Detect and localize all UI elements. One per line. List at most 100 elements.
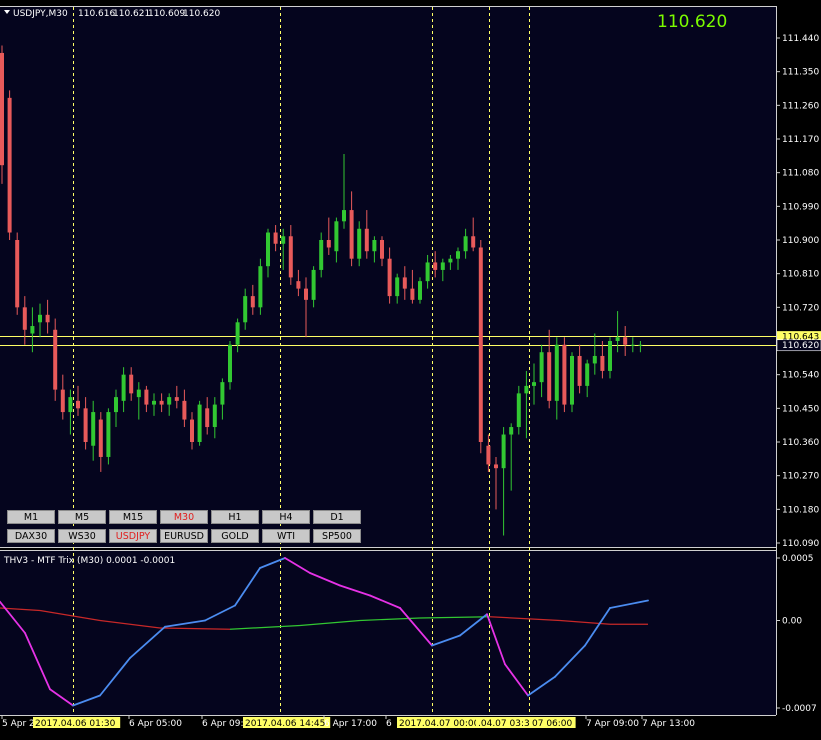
candle[interactable] xyxy=(486,434,491,472)
timeframe-button-h4[interactable]: H4 xyxy=(262,510,310,524)
candle[interactable] xyxy=(524,370,529,439)
candle[interactable] xyxy=(425,254,430,289)
timeframe-button-h1[interactable]: H1 xyxy=(211,510,259,524)
candle[interactable] xyxy=(30,307,35,353)
symbol-button-ws30[interactable]: WS30 xyxy=(58,529,106,543)
candle[interactable] xyxy=(456,247,460,270)
header-dropdown-icon[interactable] xyxy=(4,10,10,14)
candle[interactable] xyxy=(76,385,80,416)
candle[interactable] xyxy=(532,363,536,405)
candle[interactable] xyxy=(53,318,58,401)
candle[interactable] xyxy=(372,236,377,263)
symbol-button-eurusd[interactable]: EURUSD xyxy=(160,529,208,543)
candle[interactable] xyxy=(592,333,597,375)
candle[interactable] xyxy=(570,352,574,413)
timeframe-button-m30[interactable]: M30 xyxy=(160,510,208,524)
candle[interactable] xyxy=(387,247,392,304)
candle[interactable] xyxy=(448,254,453,270)
candle[interactable] xyxy=(45,299,50,334)
candle[interactable] xyxy=(623,326,628,356)
candle[interactable] xyxy=(152,393,156,416)
candle[interactable] xyxy=(357,221,362,267)
candle[interactable] xyxy=(615,311,620,353)
candle[interactable] xyxy=(212,397,217,439)
candle[interactable] xyxy=(114,389,118,428)
candle[interactable] xyxy=(281,228,286,270)
candle[interactable] xyxy=(463,228,468,259)
candle[interactable] xyxy=(516,385,521,435)
candle[interactable] xyxy=(577,344,582,394)
candle[interactable] xyxy=(418,277,422,304)
candle[interactable] xyxy=(494,456,498,510)
candle[interactable] xyxy=(250,284,255,315)
candle[interactable] xyxy=(106,408,111,465)
candle[interactable] xyxy=(129,367,134,401)
candle[interactable] xyxy=(288,225,293,285)
timeframe-button-d1[interactable]: D1 xyxy=(313,510,361,524)
symbol-button-gold[interactable]: GOLD xyxy=(211,529,259,543)
candle[interactable] xyxy=(38,303,42,338)
candle[interactable] xyxy=(395,273,400,304)
candle[interactable] xyxy=(243,288,248,330)
candle[interactable] xyxy=(91,400,96,461)
candle[interactable] xyxy=(83,397,88,450)
candle[interactable] xyxy=(319,232,324,278)
candle[interactable] xyxy=(273,225,278,252)
candle[interactable] xyxy=(638,341,643,353)
candle[interactable] xyxy=(585,359,590,398)
timeframe-button-m1[interactable]: M1 xyxy=(7,510,55,524)
candle[interactable] xyxy=(547,329,552,409)
candle[interactable] xyxy=(539,344,544,398)
candle[interactable] xyxy=(600,341,605,379)
candle[interactable] xyxy=(501,427,506,536)
candle[interactable] xyxy=(334,217,339,263)
candle[interactable] xyxy=(471,217,476,252)
candle[interactable] xyxy=(174,385,179,409)
candle[interactable] xyxy=(136,382,141,420)
candle[interactable] xyxy=(205,397,210,435)
candle[interactable] xyxy=(197,400,202,446)
symbol-button-sp500[interactable]: SP500 xyxy=(313,529,361,543)
candle[interactable] xyxy=(60,374,65,420)
candle[interactable] xyxy=(311,266,316,308)
candle[interactable] xyxy=(342,153,346,229)
candle[interactable] xyxy=(22,296,27,345)
candle[interactable] xyxy=(380,236,384,267)
candle[interactable] xyxy=(0,45,4,184)
candle[interactable] xyxy=(364,210,369,259)
candle[interactable] xyxy=(296,269,301,297)
candle[interactable] xyxy=(220,378,225,420)
timeframe-button-m5[interactable]: M5 xyxy=(58,510,106,524)
candle[interactable] xyxy=(182,389,187,428)
symbol-button-usdjpy[interactable]: USDJPY xyxy=(109,529,157,543)
symbol-button-wti[interactable]: WTI xyxy=(262,529,310,543)
candle[interactable] xyxy=(554,337,559,420)
candle[interactable] xyxy=(68,389,73,435)
candle[interactable] xyxy=(509,423,514,491)
candle[interactable] xyxy=(562,337,567,413)
candle[interactable] xyxy=(235,318,240,353)
candle[interactable] xyxy=(7,90,12,240)
candle[interactable] xyxy=(608,337,612,379)
candle[interactable] xyxy=(266,228,270,278)
candle[interactable] xyxy=(228,341,232,390)
candle[interactable] xyxy=(326,217,331,255)
candle[interactable] xyxy=(478,240,483,454)
timeframe-button-m15[interactable]: M15 xyxy=(109,510,157,524)
candle[interactable] xyxy=(630,337,635,353)
candle[interactable] xyxy=(402,266,407,300)
candle[interactable] xyxy=(144,385,149,413)
candle[interactable] xyxy=(98,412,103,472)
candle[interactable] xyxy=(349,191,354,267)
candle[interactable] xyxy=(433,251,438,278)
candle[interactable] xyxy=(410,269,415,304)
symbol-button-dax30[interactable]: DAX30 xyxy=(7,529,55,543)
candle[interactable] xyxy=(159,393,164,413)
candle[interactable] xyxy=(258,258,263,315)
candle[interactable] xyxy=(15,232,20,315)
candle[interactable] xyxy=(440,258,445,282)
candle[interactable] xyxy=(167,393,172,416)
indicator-plot-area[interactable] xyxy=(0,551,776,715)
candle[interactable] xyxy=(304,277,308,338)
